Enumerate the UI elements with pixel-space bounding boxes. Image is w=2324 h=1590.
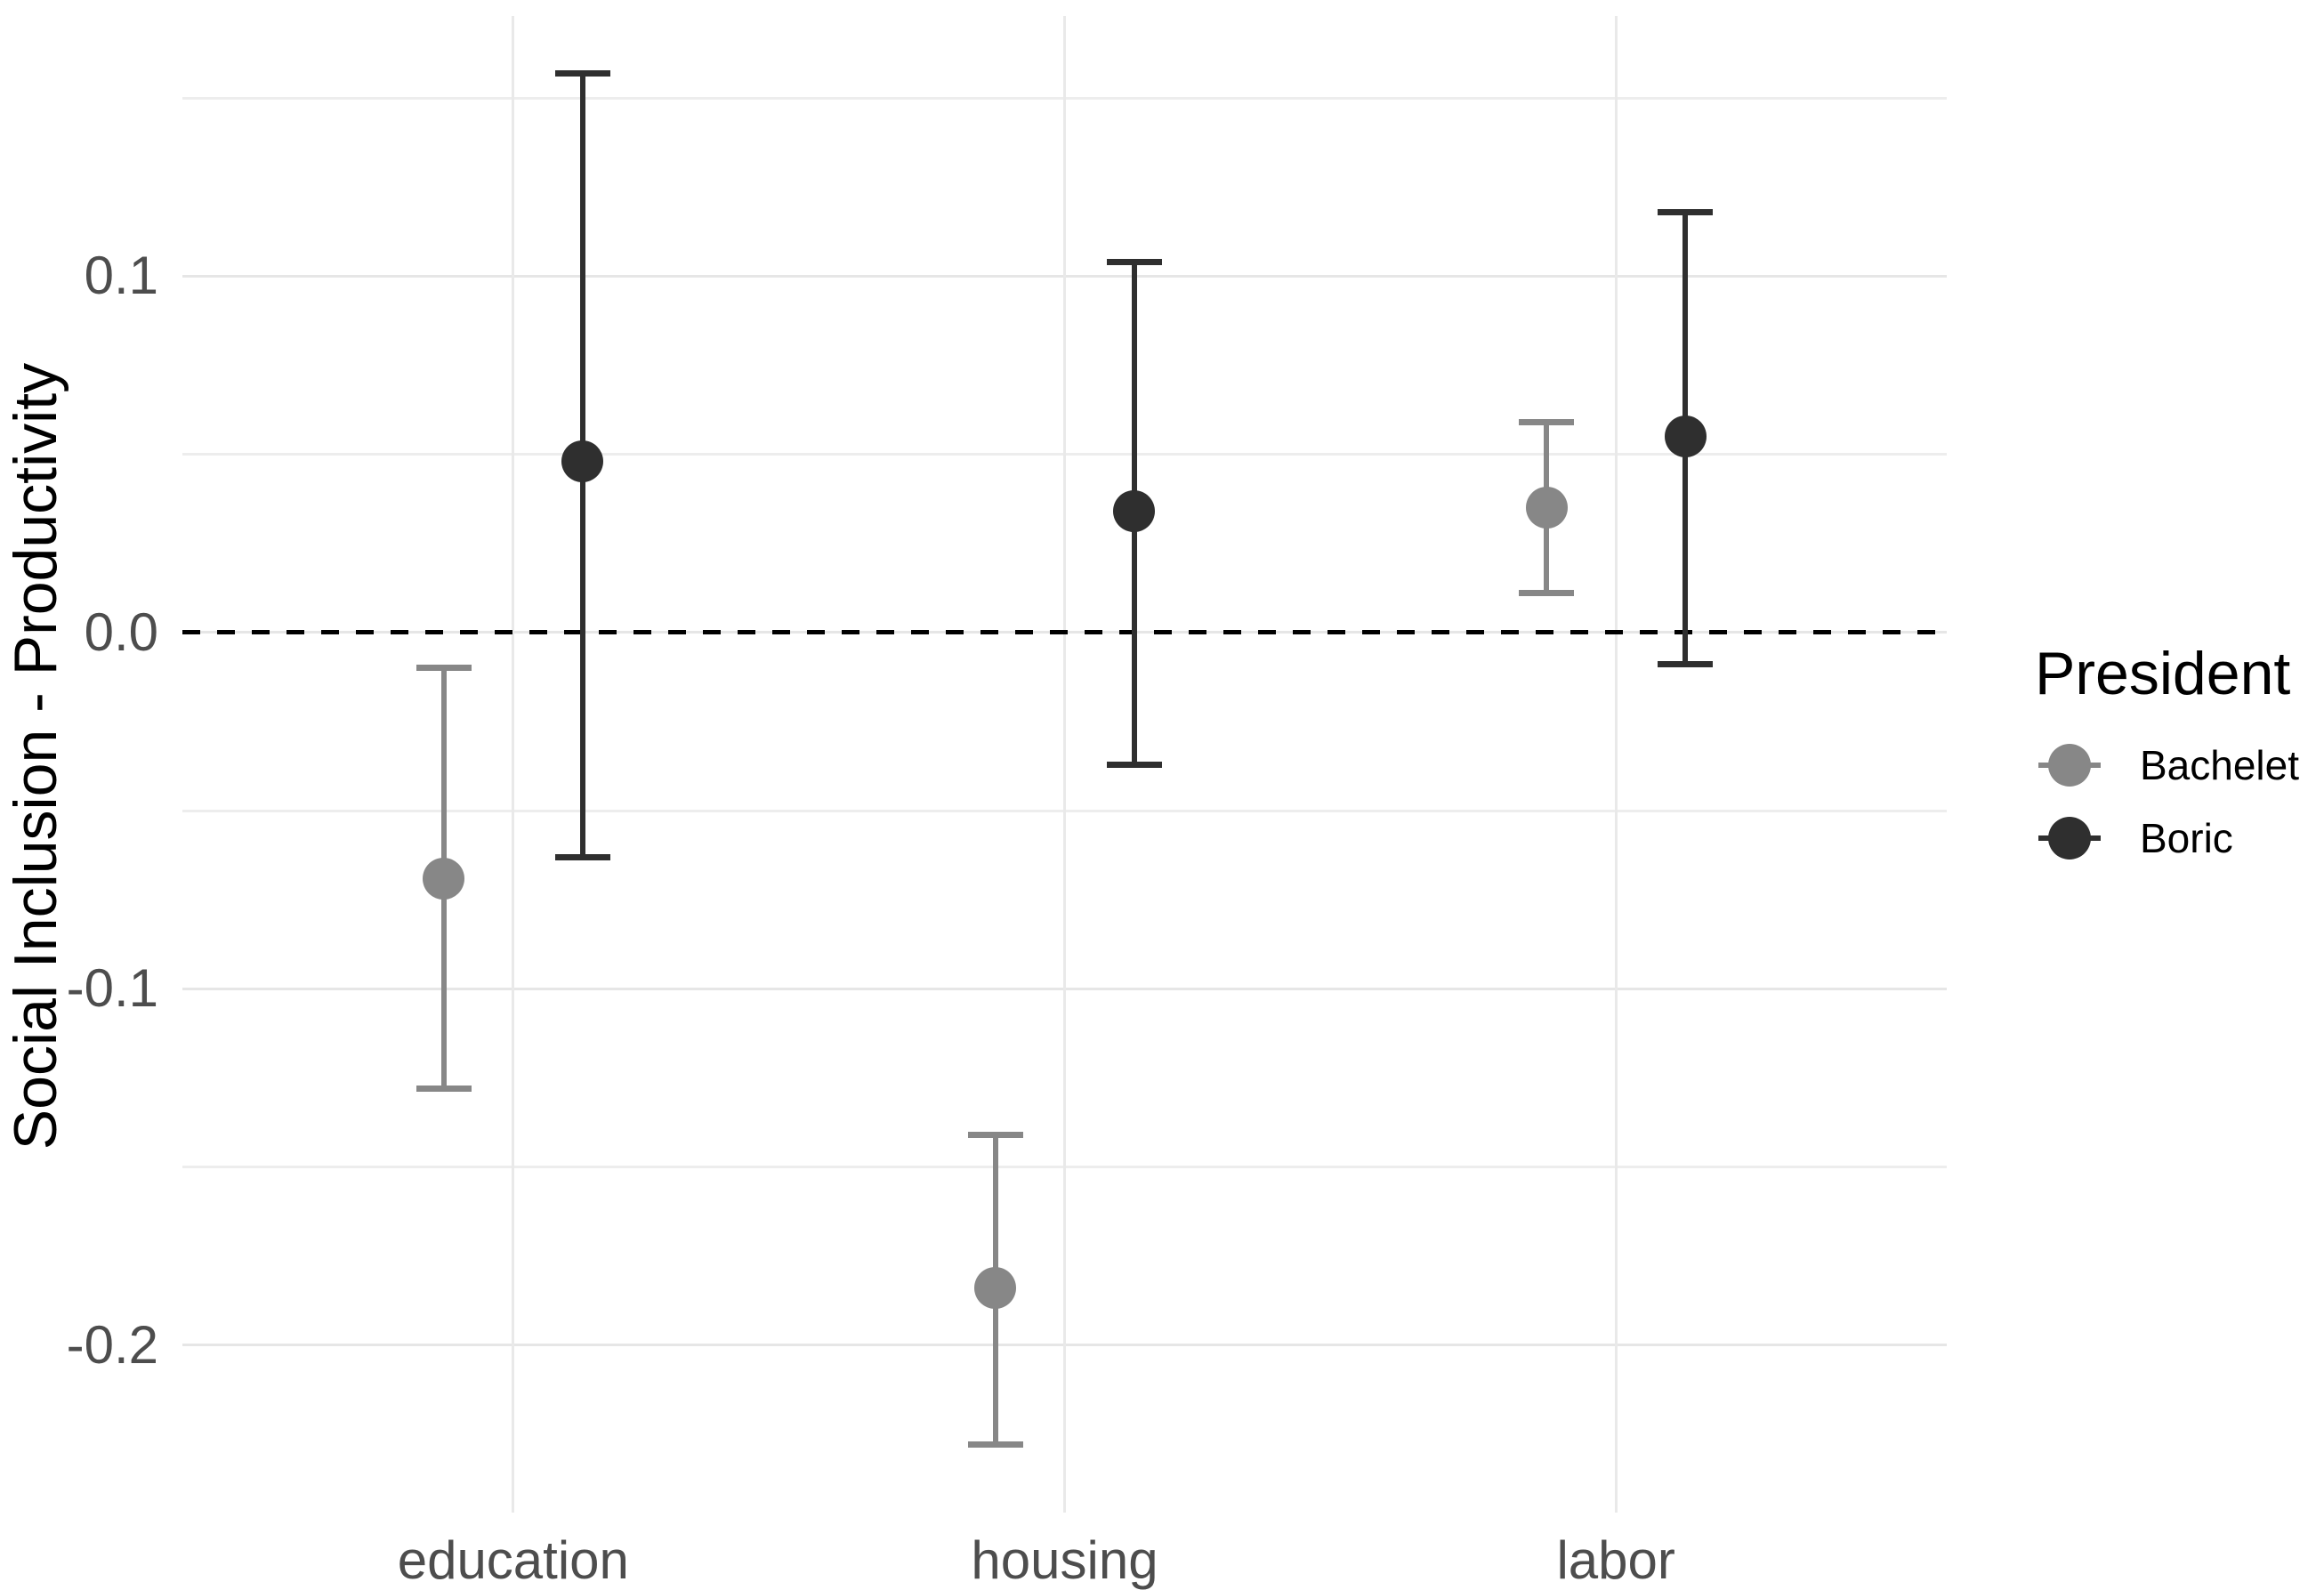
legend-title: President	[2035, 640, 2291, 707]
point-estimate-boric-education	[561, 440, 604, 483]
point-estimate-boric-housing	[1113, 490, 1155, 533]
y-tick-label--0.2: -0.2	[66, 1314, 158, 1375]
legend-key-dot-boric	[2048, 817, 2091, 860]
legend: President Bachelet Boric	[2035, 0, 2324, 1590]
point-estimate-boric-labor	[1664, 416, 1707, 458]
gridline-x-labor	[1614, 16, 1618, 1513]
errorbar-cap-lower-boric-housing	[1106, 761, 1162, 768]
point-estimate-bachelet-labor	[1525, 487, 1568, 529]
errorbar-cap-upper-bachelet-housing	[967, 1131, 1023, 1138]
errorbar-cap-lower-bachelet-housing	[967, 1441, 1023, 1449]
gridline-x-housing	[1063, 16, 1066, 1513]
legend-key-bachelet	[2035, 729, 2104, 802]
errorbar-cap-lower-bachelet-education	[416, 1085, 472, 1092]
gridline-x-education	[512, 16, 515, 1513]
y-axis-title: Social Inclusion - Productivity	[2, 362, 69, 1150]
legend-key-dot-bachelet	[2048, 744, 2091, 787]
y-tick-label-0.1: 0.1	[84, 246, 158, 306]
point-estimate-bachelet-education	[423, 857, 465, 900]
y-tick-label-0.0: 0.0	[84, 601, 158, 662]
x-tick-label-housing: housing	[971, 1530, 1158, 1590]
plot-panel	[182, 16, 1947, 1513]
errorbar-cap-lower-boric-education	[554, 853, 610, 860]
zero-reference-line	[182, 630, 1947, 635]
point-estimate-bachelet-housing	[974, 1267, 1016, 1310]
legend-item-bachelet: Bachelet	[2035, 729, 2299, 802]
legend-label-boric: Boric	[2140, 815, 2233, 861]
errorbar-cap-upper-boric-labor	[1658, 208, 1714, 215]
y-tick-label--0.1: -0.1	[66, 958, 158, 1019]
errorbar-cap-lower-bachelet-labor	[1519, 590, 1575, 597]
errorbar-cap-upper-boric-housing	[1106, 258, 1162, 265]
x-tick-label-education: education	[397, 1530, 629, 1590]
errorbar-cap-upper-bachelet-education	[416, 665, 472, 672]
errorbar-cap-upper-bachelet-labor	[1519, 419, 1575, 426]
legend-key-boric	[2035, 802, 2104, 875]
legend-label-bachelet: Bachelet	[2140, 742, 2300, 788]
x-tick-label-labor: labor	[1556, 1530, 1675, 1590]
legend-item-boric: Boric	[2035, 802, 2233, 875]
errorbar-cap-lower-boric-labor	[1658, 661, 1714, 668]
errorbar-cap-upper-boric-education	[554, 69, 610, 77]
